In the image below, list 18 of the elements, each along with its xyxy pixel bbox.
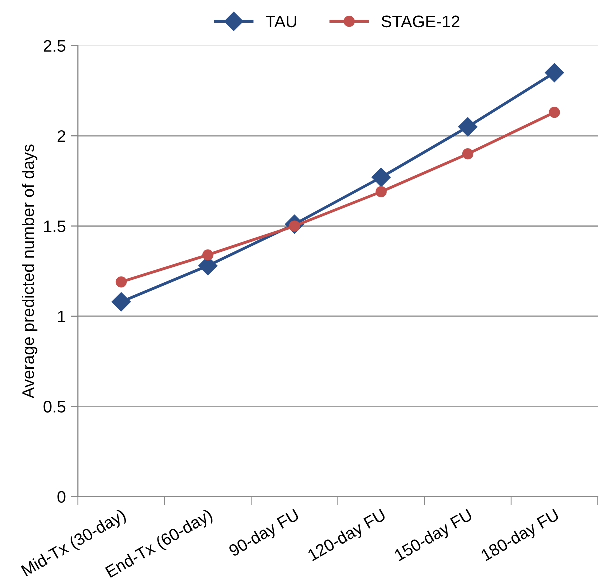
- point: [462, 148, 474, 160]
- legend-label: TAU: [266, 16, 296, 28]
- point: [116, 276, 128, 288]
- legend-label: STAGE-12: [382, 16, 460, 28]
- point: [112, 292, 131, 312]
- y-axis-title: Average predicted number of days: [22, 144, 38, 399]
- point: [202, 250, 214, 261]
- y-tick-label: 2: [58, 130, 66, 142]
- point: [458, 118, 478, 137]
- point: [372, 168, 391, 188]
- y-tick-label: 0.5: [44, 401, 66, 413]
- y-tick-label: 1: [58, 311, 66, 322]
- point: [376, 186, 387, 198]
- point: [549, 107, 560, 118]
- point: [545, 63, 564, 82]
- y-tick-label: 2.5: [44, 40, 66, 52]
- y-tick-label: 0: [58, 491, 66, 504]
- y-tick-label: 1.5: [44, 220, 66, 232]
